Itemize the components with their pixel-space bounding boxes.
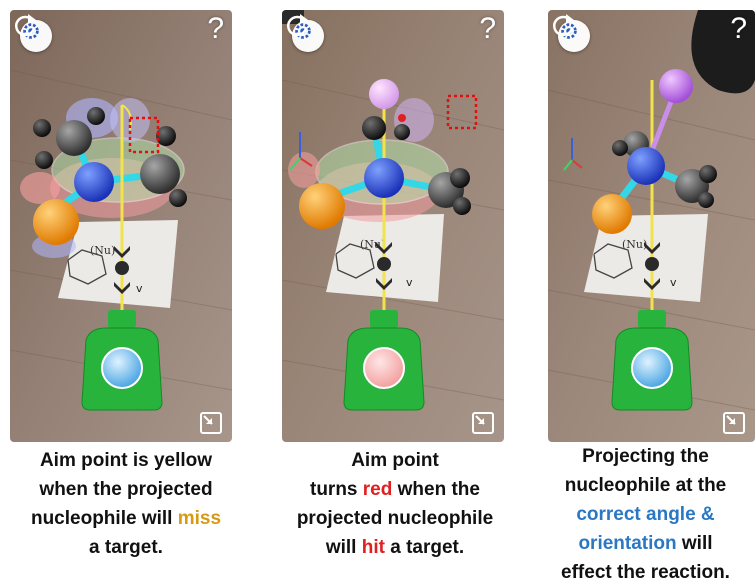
ar-screen-miss: (Nu) v [10,10,232,442]
nucleophile-atom [592,194,632,234]
miss-emphasis: miss [177,508,222,529]
reset-rotate-icon[interactable] [548,10,578,40]
red-emphasis: red [362,479,393,500]
ar-scene: (Nu) v [282,10,504,442]
expand-button[interactable] [200,412,222,434]
caption-text: when the [392,479,480,500]
help-button[interactable]: ? [479,12,496,45]
central-atom [364,158,404,198]
aim-point-indicator [631,347,673,389]
caption-line: effect the reaction. [561,562,730,583]
caption-line: turns red when the [270,475,520,504]
aim-point-indicator [363,347,405,389]
caption-line: Projecting the [582,446,709,467]
launcher-button[interactable] [81,310,163,411]
launcher-button[interactable] [611,310,693,411]
reset-rotate-icon[interactable] [282,10,312,40]
card-sub-label: v [136,282,143,295]
angle-emphasis: correct angle & [576,504,715,525]
expand-arrow-icon [203,415,213,425]
caption-line: when the projected [39,479,213,500]
ar-screen-hit: (Nu) v [282,10,504,442]
caption-line: will hit a target. [270,533,520,562]
card-sub-label: v [670,276,677,289]
nucleophile-atom [33,199,79,245]
expand-arrow-icon [726,415,736,425]
caption-miss: Aim point is yellow when the projected n… [6,446,246,562]
reset-rotate-icon[interactable] [10,10,40,40]
caption-line: orientation will [538,529,753,558]
caption-line: projected nucleophile [296,508,494,529]
caption-line: a target. [89,537,163,558]
aim-point-dot [398,114,406,122]
caption-text: a target. [384,537,465,558]
expand-arrow-icon [475,415,485,425]
caption-line: nucleophile at the [564,475,727,496]
caption-hit: Aim point turns red when the projected n… [270,446,520,562]
leaving-group-atom [659,69,693,103]
target-box [128,116,160,154]
help-button[interactable]: ? [730,12,747,45]
hit-emphasis: hit [361,537,385,558]
ar-scene: (Nu) v [548,10,755,442]
card-label: (Nu) [90,244,115,257]
methyl-group-atom [140,154,180,194]
caption-text: will [676,533,713,554]
caption-text: nucleophile will [30,508,178,529]
caption-text: turns [310,479,363,500]
caption-reaction: Projecting the nucleophile at the correc… [538,442,753,587]
expand-button[interactable] [472,412,494,434]
central-atom [627,147,665,185]
caption-line: Aim point is yellow [39,450,213,471]
card-sub-label: v [406,276,413,289]
marker-card [584,214,708,302]
launcher-button[interactable] [343,310,425,411]
caption-line: Aim point [351,450,439,471]
ar-scene: (Nu) v [10,10,232,442]
ar-screen-reaction: (Nu) v [548,10,755,442]
expand-button[interactable] [723,412,745,434]
orientation-emphasis: orientation [578,533,677,554]
target-box [446,94,478,130]
caption-line: nucleophile will miss [6,504,246,533]
caption-text: will [325,537,362,558]
nucleophile-atom [299,183,345,229]
central-atom [74,162,114,202]
card-label: (Nu) [622,238,647,251]
aim-point-indicator [101,347,143,389]
help-button[interactable]: ? [207,12,224,45]
